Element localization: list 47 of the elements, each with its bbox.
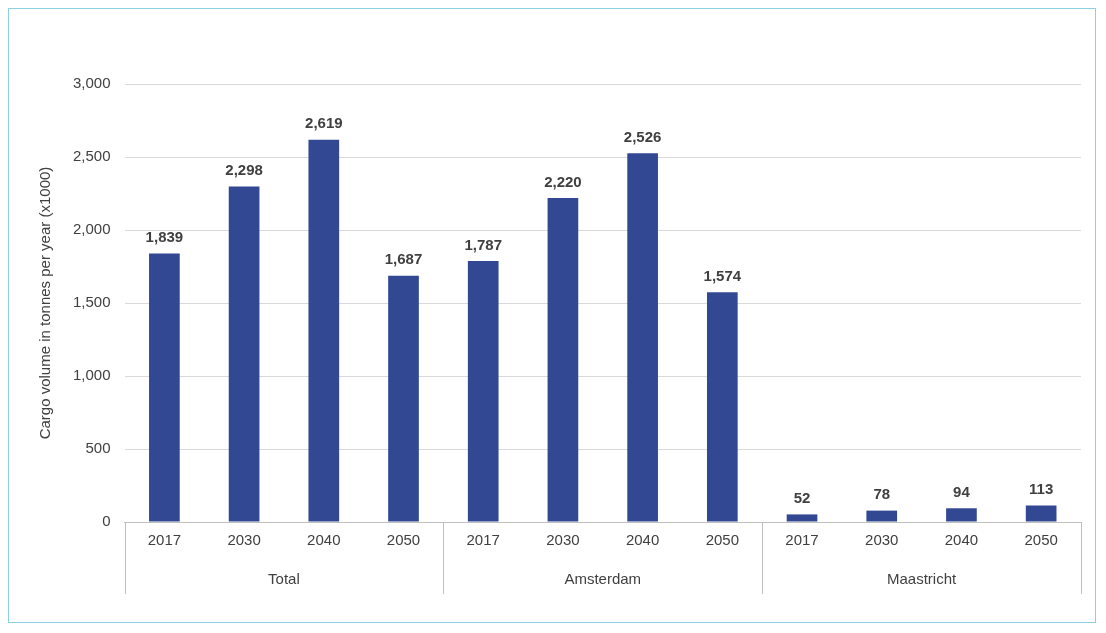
text: Total [268,570,300,588]
y-tick-label: 500 [85,439,111,457]
x-tick-label: 2017 [466,531,500,549]
x-tick-label: 2040 [625,531,660,549]
bar [1025,505,1057,522]
x-tick-label: 2030 [865,531,899,549]
x-tick-label: 2030 [546,531,580,549]
data-label: 2,298 [225,161,263,179]
data-label: 2,526 [623,127,662,145]
x-tick-label: 2040 [944,531,979,549]
data-label: 113 [1029,480,1054,498]
x-tick-label: 2040 [307,531,341,549]
bar [388,275,419,522]
data-label: 52 [793,489,811,507]
y-tick-label: 2,500 [72,147,111,165]
x-tick-label: 2017 [785,531,819,549]
data-label: 2,619 [305,114,343,132]
x-tick-label: 2050 [705,531,740,549]
data-label: 94 [953,482,971,500]
bar [149,253,180,522]
y-tick-label: 3,000 [72,74,111,92]
y-tick-label: 1,500 [72,293,111,311]
data-label: 1,839 [145,228,184,246]
bar [706,292,738,522]
data-label: 1,787 [464,235,502,253]
bar [627,153,658,522]
data-label: 1,574 [703,266,742,284]
x-tick-label: 2030 [227,531,261,549]
y-tick-label: 0 [102,512,111,530]
bar [786,514,818,522]
bar [946,508,977,522]
bar [467,261,499,522]
data-label: 1,687 [384,250,423,268]
data-label: 2,220 [544,172,582,190]
y-tick-label: 1,000 [72,366,111,384]
y-axis-title: Cargo volume in tonnes per year (x1000) [36,166,54,440]
text: Amsterdam [564,570,642,588]
y-tick-label: 2,000 [72,220,111,238]
bar [308,139,340,522]
x-tick-label: 2050 [1024,531,1058,549]
bar [547,197,579,522]
bar [228,186,260,522]
x-tick-label: 2017 [147,531,182,549]
x-tick-label: 2050 [386,531,421,549]
data-label: 78 [873,485,891,503]
text: Maastricht [887,570,958,588]
bar [866,510,898,522]
